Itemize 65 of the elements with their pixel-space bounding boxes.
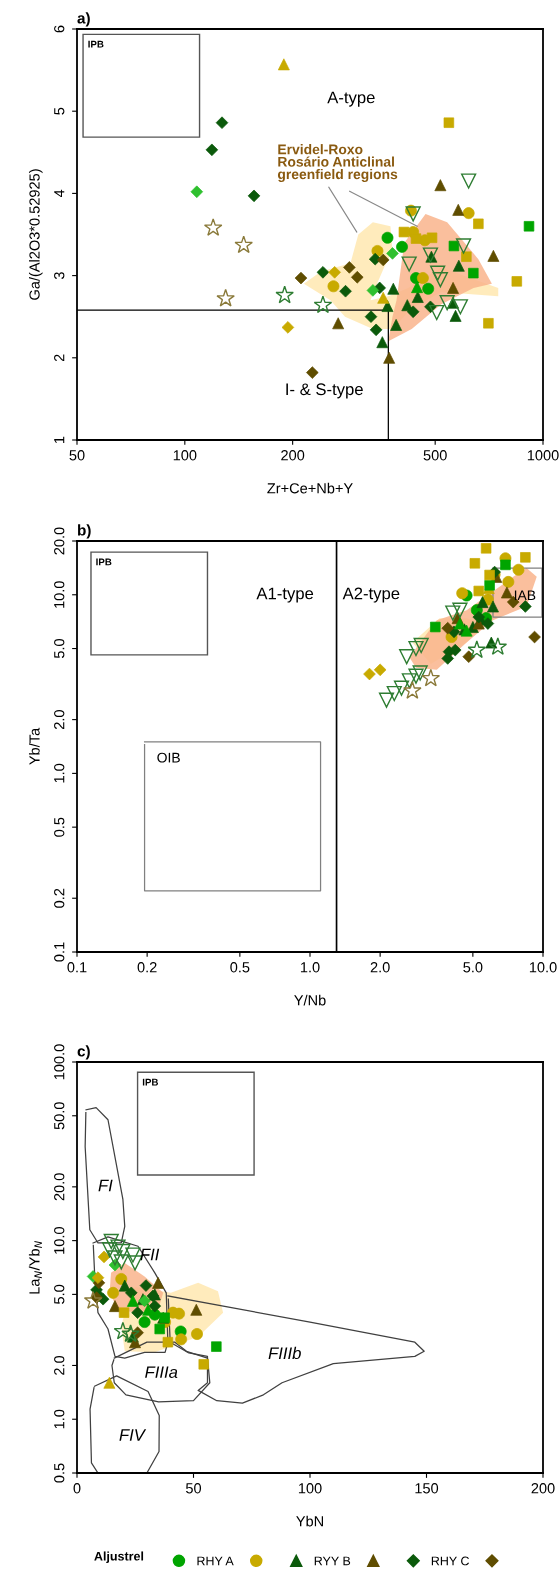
y-tick-label: 1.0: [54, 1409, 65, 1429]
x-tick-label: 0.2: [137, 962, 157, 973]
annotation: IPB: [88, 40, 104, 48]
x-tick-label: 1.0: [300, 962, 320, 973]
annotation: OIB: [157, 752, 180, 763]
annotation: IPB: [142, 1078, 159, 1086]
annotation: FIIIa: [145, 1366, 178, 1379]
x-tick-label: 0: [73, 1483, 81, 1494]
annotation: IPB: [96, 558, 112, 566]
y-tick-label: 10.0: [54, 581, 65, 608]
y-tick-label: 2.0: [54, 1355, 65, 1375]
annotation: A2-type: [342, 587, 400, 603]
x-tick-label: 50: [69, 450, 85, 461]
legend-label: RHY C: [431, 1556, 470, 1566]
annotation: A-type: [327, 91, 375, 107]
x-tick-label: 10.0: [529, 962, 557, 973]
x-axis-title: Zr+Ce+Nb+Y: [267, 482, 353, 494]
annotation: FIIIb: [268, 1346, 301, 1360]
y-tick-label: 1.0: [54, 763, 65, 783]
chart-title: b): [78, 524, 91, 539]
annotation: IAB: [514, 590, 536, 601]
y-tick-label: 3: [54, 272, 65, 280]
y-axis-title: La$_{N}$/Yb$_{N}$: [28, 1240, 42, 1294]
x-tick-label: 200: [531, 1483, 555, 1494]
chart-title: c): [77, 1045, 90, 1060]
y-tick-label: 5.0: [54, 1284, 65, 1304]
y-tick-label: 2.0: [54, 710, 65, 730]
y-tick-label: 20.0: [54, 1173, 65, 1201]
x-axis-title: YbN: [296, 1515, 323, 1527]
x-tick-label: 0.5: [230, 962, 250, 973]
x-tick-label: 50: [185, 1483, 202, 1494]
y-axis-title: Ga/(Al2O3*0.52925): [28, 169, 43, 300]
x-tick-label: 500: [423, 450, 447, 461]
annotation: I- & S-type: [286, 383, 363, 399]
annotation: Ervidel-Roxo Rosário Anticlinal greenfield regions: [277, 144, 398, 182]
x-tick-label: 200: [281, 450, 305, 461]
annotation: A1-type: [256, 587, 314, 603]
annotation: FII: [140, 1248, 160, 1261]
y-tick-label: 1: [54, 436, 65, 443]
y-tick-label: 10.0: [54, 1226, 65, 1254]
chart-title: a): [77, 12, 90, 27]
annotation: FIV: [119, 1429, 147, 1441]
y-tick-label: 0.2: [54, 888, 65, 908]
legend-title: Aljustrel: [94, 1551, 144, 1564]
x-tick-label: 0.1: [67, 962, 87, 973]
y-tick-label: 100.0: [54, 1044, 65, 1080]
y-tick-label: 4: [54, 189, 65, 198]
x-tick-label: 2.0: [370, 962, 390, 973]
annotation: FI: [98, 1179, 113, 1192]
x-axis-title: Y/Nb: [294, 994, 326, 1006]
x-tick-label: 5.0: [463, 962, 483, 973]
x-tick-label: 100: [298, 1483, 322, 1494]
y-tick-label: 2: [54, 354, 65, 362]
x-tick-label: 150: [415, 1483, 439, 1494]
y-tick-label: 5.0: [54, 638, 65, 659]
y-axis-title: Yb/Ta: [28, 727, 40, 765]
legend-label: RHY A: [197, 1556, 234, 1566]
y-tick-label: 6: [54, 25, 65, 33]
y-tick-label: 50.0: [54, 1102, 65, 1130]
y-tick-label: 5: [54, 107, 65, 115]
x-tick-label: 100: [173, 450, 197, 461]
y-tick-label: 20.0: [54, 527, 65, 555]
legend-label: RYY B: [314, 1556, 351, 1566]
x-tick-label: 1000: [527, 450, 559, 461]
y-tick-label: 0.5: [54, 817, 65, 837]
